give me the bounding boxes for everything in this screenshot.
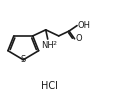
Text: 2: 2 bbox=[53, 41, 57, 46]
Text: O: O bbox=[76, 34, 82, 43]
Text: NH: NH bbox=[41, 41, 54, 49]
Text: HCl: HCl bbox=[41, 81, 58, 91]
Text: S: S bbox=[21, 55, 26, 64]
Text: OH: OH bbox=[78, 21, 91, 30]
